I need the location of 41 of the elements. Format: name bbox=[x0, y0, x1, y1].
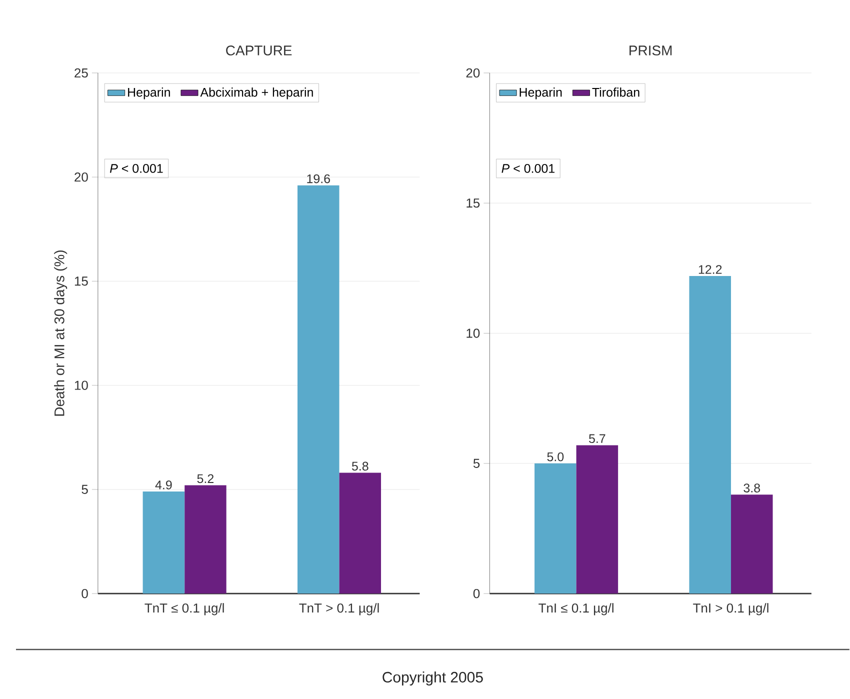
data-label: 4.9 bbox=[155, 480, 172, 490]
data-label: 19.6 bbox=[307, 174, 330, 184]
bar bbox=[689, 276, 731, 594]
annotation: P < 0.001 bbox=[110, 164, 163, 174]
y-tick-label: 5 bbox=[82, 485, 88, 494]
data-label: 5.0 bbox=[547, 452, 564, 462]
x-tick-label: TnT > 0.1 µg/l bbox=[299, 603, 379, 616]
y-tick-label: 10 bbox=[466, 328, 480, 338]
bar bbox=[534, 464, 576, 594]
x-tick-label: TnT ≤ 0.1 µg/l bbox=[144, 603, 224, 616]
data-label: 5.7 bbox=[588, 434, 606, 444]
bar bbox=[576, 445, 618, 594]
bar bbox=[730, 494, 773, 594]
data-label: 5.2 bbox=[197, 474, 214, 484]
bar bbox=[142, 492, 185, 594]
y-tick-label: 5 bbox=[473, 459, 480, 468]
data-label: 12.2 bbox=[698, 265, 722, 274]
legend-label: Tirofiban bbox=[592, 88, 640, 97]
y-axis-title: Death or MI at 30 days (%) bbox=[54, 250, 68, 416]
y-tick-label: 10 bbox=[74, 380, 88, 390]
legend-label: Abciximab + heparin bbox=[200, 88, 313, 100]
x-tick-label: TnI ≤ 0.1 µg/l bbox=[538, 603, 614, 616]
bar bbox=[297, 186, 340, 594]
y-tick-label: 20 bbox=[466, 68, 480, 78]
y-tick-label: 15 bbox=[466, 198, 480, 208]
y-tick-label: 25 bbox=[74, 68, 88, 78]
x-tick-label: TnI > 0.1 µg/l bbox=[693, 603, 768, 616]
chart-title: CAPTURE bbox=[226, 46, 292, 56]
bar bbox=[339, 473, 382, 594]
y-tick-label: 0 bbox=[82, 589, 88, 598]
chart-title: PRISM bbox=[630, 46, 672, 56]
data-label: 3.8 bbox=[744, 484, 760, 493]
y-tick-label: 15 bbox=[74, 276, 88, 286]
y-tick-label: 20 bbox=[74, 172, 88, 182]
data-label: 5.8 bbox=[352, 462, 368, 471]
bar bbox=[184, 486, 226, 594]
text: Copyright 2005 bbox=[382, 672, 483, 686]
legend-label: Heparin bbox=[520, 88, 562, 100]
legend-label: Heparin bbox=[128, 88, 170, 100]
annotation: P < 0.001 bbox=[502, 164, 554, 174]
y-tick-label: 0 bbox=[473, 589, 480, 598]
